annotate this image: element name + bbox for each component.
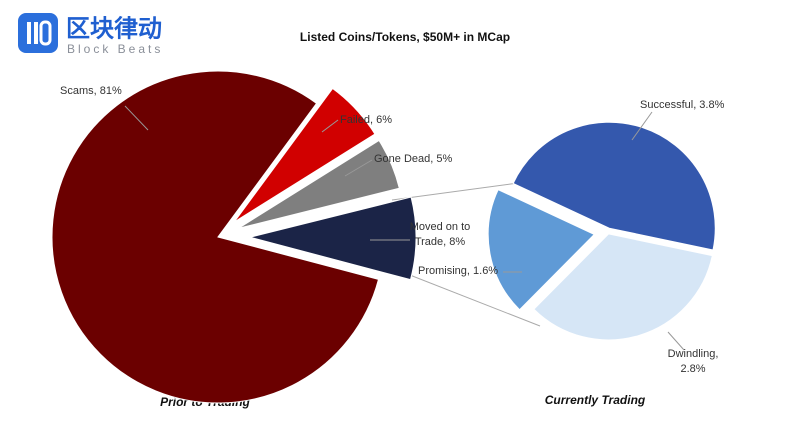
data-label: Promising, 1.6% bbox=[418, 265, 499, 277]
leader-line bbox=[667, 331, 685, 351]
data-label-box: Dwindling, 2.8% bbox=[667, 348, 719, 375]
pie-slice bbox=[512, 121, 716, 251]
leader-line bbox=[124, 105, 149, 131]
data-label-box: Failed, 6% bbox=[340, 114, 392, 126]
pie-slice bbox=[233, 87, 376, 223]
data-label-box: Successful, 3.8% bbox=[640, 99, 725, 111]
logo-text: 区块律动 bbox=[66, 15, 162, 42]
data-label: Failed, 6% bbox=[340, 114, 392, 126]
data-label: Moved on to Trade, 8% bbox=[409, 221, 471, 248]
pie-slice bbox=[249, 196, 417, 281]
logo-subtext: Block Beats bbox=[67, 42, 163, 56]
data-label-box: Scams, 81% bbox=[60, 85, 122, 97]
data-label-box: Gone Dead, 5% bbox=[374, 153, 453, 165]
pie-slice bbox=[51, 70, 380, 404]
connector bbox=[391, 182, 519, 201]
logo-bar bbox=[27, 22, 31, 44]
logo-bar bbox=[39, 20, 52, 46]
connector bbox=[391, 267, 541, 327]
caption: Currently Trading bbox=[545, 393, 646, 407]
leader-line bbox=[344, 159, 373, 177]
pie-slice bbox=[533, 233, 713, 341]
data-label-box: Moved on to Trade, 8% bbox=[409, 221, 471, 248]
data-label-box: Promising, 1.6% bbox=[418, 265, 499, 277]
logo: 区块律动 Block Beats bbox=[18, 13, 163, 56]
logo-bar bbox=[34, 22, 38, 44]
data-label: Successful, 3.8% bbox=[640, 99, 725, 111]
data-label: Dwindling, 2.8% bbox=[667, 348, 719, 375]
leader-line bbox=[321, 119, 339, 133]
data-label: Scams, 81% bbox=[60, 85, 122, 97]
pie-slice bbox=[487, 188, 596, 311]
pie-slice bbox=[237, 139, 400, 229]
leader-line bbox=[631, 111, 653, 141]
chart-title: Listed Coins/Tokens, $50M+ in MCap bbox=[300, 30, 510, 44]
data-label: Gone Dead, 5% bbox=[374, 153, 453, 165]
